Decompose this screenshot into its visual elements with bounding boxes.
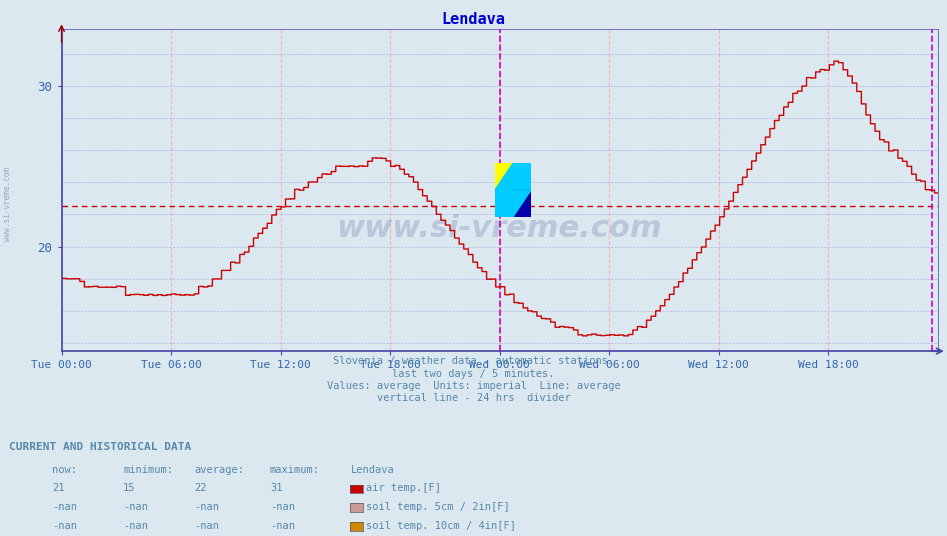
Text: -nan: -nan bbox=[123, 502, 148, 512]
Text: -nan: -nan bbox=[270, 521, 295, 531]
Text: now:: now: bbox=[52, 465, 77, 475]
Bar bbox=[513, 190, 531, 217]
Text: Lendava: Lendava bbox=[350, 465, 394, 475]
Text: -nan: -nan bbox=[123, 521, 148, 531]
Text: maximum:: maximum: bbox=[270, 465, 320, 475]
Text: average:: average: bbox=[194, 465, 244, 475]
Text: soil temp. 5cm / 2in[F]: soil temp. 5cm / 2in[F] bbox=[366, 502, 509, 512]
Text: CURRENT AND HISTORICAL DATA: CURRENT AND HISTORICAL DATA bbox=[9, 442, 191, 452]
Text: soil temp. 10cm / 4in[F]: soil temp. 10cm / 4in[F] bbox=[366, 521, 515, 531]
Text: 21: 21 bbox=[52, 483, 64, 494]
Polygon shape bbox=[495, 163, 513, 190]
Text: -nan: -nan bbox=[52, 502, 77, 512]
Text: -nan: -nan bbox=[270, 502, 295, 512]
Text: -nan: -nan bbox=[52, 521, 77, 531]
Text: 31: 31 bbox=[270, 483, 282, 494]
Text: Lendava: Lendava bbox=[441, 12, 506, 27]
Text: last two days / 5 minutes.: last two days / 5 minutes. bbox=[392, 369, 555, 379]
Bar bbox=[495, 190, 513, 217]
Polygon shape bbox=[513, 190, 531, 217]
Text: -nan: -nan bbox=[194, 502, 219, 512]
Text: www.si-vreme.com: www.si-vreme.com bbox=[3, 167, 12, 241]
Text: Values: average  Units: imperial  Line: average: Values: average Units: imperial Line: av… bbox=[327, 381, 620, 391]
Polygon shape bbox=[513, 190, 531, 217]
Bar bbox=[513, 163, 531, 190]
Text: vertical line - 24 hrs  divider: vertical line - 24 hrs divider bbox=[377, 393, 570, 404]
Polygon shape bbox=[495, 163, 513, 190]
Text: Slovenia / weather data - automatic stations.: Slovenia / weather data - automatic stat… bbox=[333, 356, 614, 367]
Text: www.si-vreme.com: www.si-vreme.com bbox=[337, 214, 662, 243]
Bar bbox=[495, 163, 513, 190]
Text: minimum:: minimum: bbox=[123, 465, 173, 475]
Text: 15: 15 bbox=[123, 483, 135, 494]
Text: 22: 22 bbox=[194, 483, 206, 494]
Text: -nan: -nan bbox=[194, 521, 219, 531]
Text: air temp.[F]: air temp.[F] bbox=[366, 483, 440, 494]
